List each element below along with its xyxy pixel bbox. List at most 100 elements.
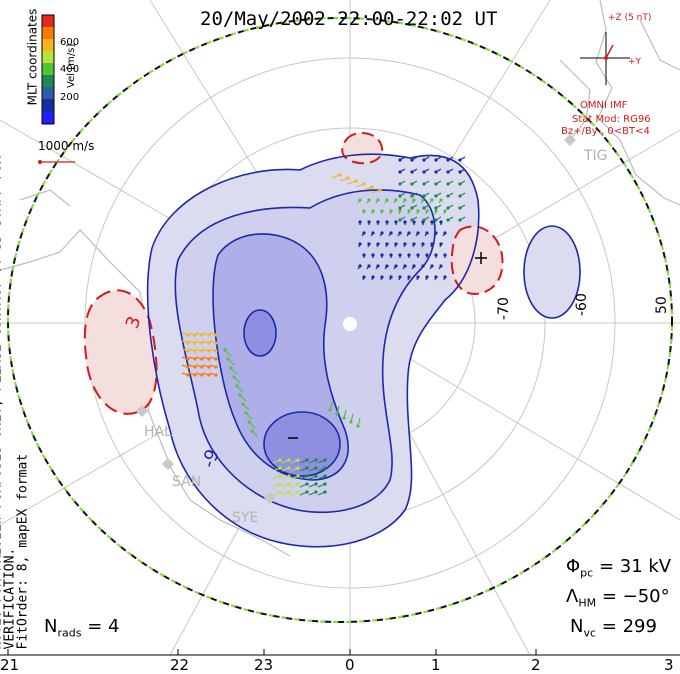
vector-origin bbox=[214, 333, 218, 337]
nvc-sub: vc bbox=[583, 626, 597, 640]
vector-origin bbox=[362, 182, 366, 186]
vector-origin bbox=[458, 158, 462, 162]
vector-origin bbox=[358, 198, 362, 202]
vector-origin bbox=[412, 264, 416, 268]
vector-origin bbox=[385, 242, 389, 246]
vector-origin bbox=[443, 275, 447, 279]
vector-origin bbox=[287, 474, 291, 478]
note-text: NOTE: FOR PREVIEW PURPOSES ONLY, PLEASE … bbox=[0, 156, 18, 650]
vector-origin bbox=[186, 341, 190, 345]
vector-origin bbox=[214, 349, 218, 353]
vector-origin bbox=[412, 242, 416, 246]
vector-origin bbox=[434, 206, 438, 210]
vector-origin bbox=[207, 349, 211, 353]
vector-origin bbox=[430, 198, 434, 202]
vector-origin bbox=[389, 275, 393, 279]
mlt-tick-22: 22 bbox=[170, 656, 190, 674]
vector-origin bbox=[235, 384, 239, 388]
vector-origin bbox=[446, 182, 450, 186]
nvc-value: = 299 bbox=[601, 616, 657, 637]
vector-origin bbox=[193, 373, 197, 377]
vector-origin bbox=[385, 220, 389, 224]
vector-origin bbox=[200, 349, 204, 353]
vector-origin bbox=[335, 412, 339, 416]
vector-origin bbox=[421, 242, 425, 246]
vector-origin bbox=[287, 482, 291, 486]
vector-origin bbox=[407, 275, 411, 279]
coordinate-label: MLT coordinates bbox=[25, 8, 40, 106]
vector-origin bbox=[458, 218, 462, 222]
vector-origin bbox=[323, 458, 327, 462]
vector-origin bbox=[193, 357, 197, 361]
vector-origin bbox=[398, 209, 402, 213]
vector-origin bbox=[422, 194, 426, 198]
vector-origin bbox=[425, 209, 429, 213]
nrads-value: = 4 bbox=[87, 616, 120, 637]
vector-origin bbox=[305, 482, 309, 486]
preview-note: NOTE: FOR PREVIEW PURPOSES ONLY, PLEASE … bbox=[0, 50, 31, 650]
vector-origin bbox=[296, 490, 300, 494]
vector-origin bbox=[425, 231, 429, 235]
vector-origin bbox=[238, 393, 242, 397]
station-tig: TIG bbox=[584, 148, 608, 164]
colorbar-tick-200: 200 bbox=[60, 92, 80, 103]
vector-origin bbox=[394, 198, 398, 202]
vector-origin bbox=[207, 333, 211, 337]
vector-origin bbox=[376, 220, 380, 224]
vector-origin bbox=[422, 182, 426, 186]
vector-origin bbox=[186, 357, 190, 361]
vector-origin bbox=[389, 253, 393, 257]
vector-origin bbox=[287, 458, 291, 462]
vector-origin bbox=[247, 420, 251, 424]
vector-origin bbox=[244, 411, 248, 415]
vector-origin bbox=[214, 365, 218, 369]
vector-origin bbox=[425, 253, 429, 257]
nvc-symbol: N bbox=[570, 616, 584, 637]
vector-origin bbox=[186, 365, 190, 369]
velocity-colorbar bbox=[41, 14, 55, 125]
vector-origin bbox=[430, 264, 434, 268]
vector-origin bbox=[434, 275, 438, 279]
vector-origin bbox=[434, 209, 438, 213]
mlt-tick-21: 21 bbox=[0, 656, 20, 674]
vector-origin bbox=[214, 357, 218, 361]
vector-origin bbox=[425, 275, 429, 279]
vector-origin bbox=[314, 482, 318, 486]
vector-origin bbox=[207, 341, 211, 345]
vector-origin bbox=[443, 209, 447, 213]
vector-origin bbox=[410, 170, 414, 174]
vector-origin bbox=[232, 375, 236, 379]
vector-origin bbox=[385, 264, 389, 268]
vector-origin bbox=[305, 458, 309, 462]
vector-origin bbox=[403, 264, 407, 268]
vector-origin bbox=[410, 182, 414, 186]
station-hal: HAL bbox=[144, 424, 172, 440]
stat-nrads: Nrads = 4 bbox=[44, 616, 119, 640]
mlt-tick-23: 23 bbox=[254, 656, 274, 674]
colorbar-tick-400: 400 bbox=[60, 64, 80, 75]
vector-origin bbox=[458, 182, 462, 186]
vector-origin bbox=[434, 218, 438, 222]
vector-origin bbox=[439, 220, 443, 224]
vector-origin bbox=[422, 206, 426, 210]
vector-origin bbox=[407, 209, 411, 213]
colorbar-label: Vel [m/s] bbox=[66, 43, 77, 88]
potential-extrema bbox=[288, 252, 487, 439]
vector-origin bbox=[430, 220, 434, 224]
station-sye: SYE bbox=[232, 510, 259, 526]
vector-origin bbox=[193, 365, 197, 369]
vector-origin bbox=[416, 275, 420, 279]
colorbar-tick-600: 600 bbox=[60, 37, 80, 48]
vector-origin bbox=[223, 348, 227, 352]
vector-origin bbox=[422, 158, 426, 162]
phi-value: = 31 kV bbox=[598, 556, 672, 577]
vector-origin bbox=[278, 458, 282, 462]
vector-origin bbox=[421, 264, 425, 268]
vector-origin bbox=[394, 220, 398, 224]
vector-origin bbox=[214, 341, 218, 345]
vector-origin bbox=[434, 170, 438, 174]
velocity-vectors bbox=[181, 156, 466, 496]
vector-origin bbox=[439, 242, 443, 246]
vector-origin bbox=[278, 490, 282, 494]
